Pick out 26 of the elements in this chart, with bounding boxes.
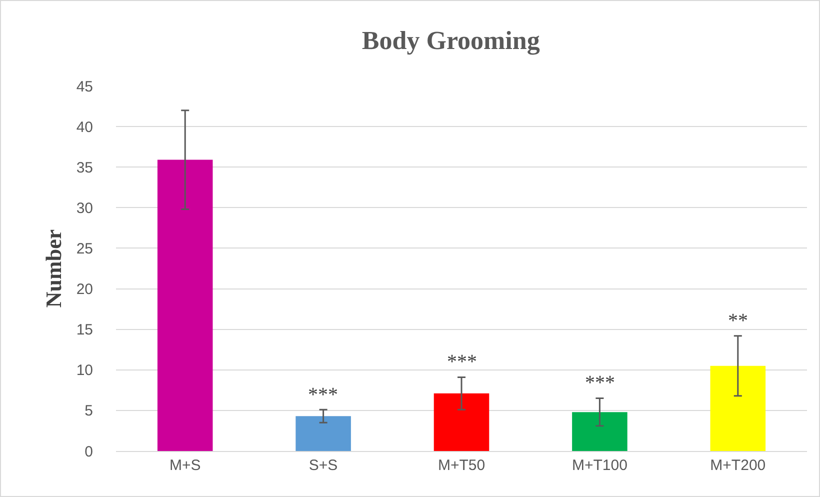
y-tick-label: 35 bbox=[76, 159, 93, 176]
x-tick-label: S+S bbox=[308, 457, 338, 474]
annotation: *** bbox=[308, 384, 338, 406]
y-tick-label: 20 bbox=[76, 281, 93, 298]
y-tick-label: 45 bbox=[76, 78, 93, 96]
y-tick-label: 15 bbox=[76, 322, 93, 339]
annotation: ** bbox=[728, 310, 748, 332]
x-tick-label: M+T50 bbox=[438, 457, 486, 474]
y-tick-label: 0 bbox=[84, 443, 93, 460]
y-tick-label: 40 bbox=[76, 118, 93, 136]
bar bbox=[434, 393, 490, 451]
y-tick-label: 10 bbox=[76, 362, 93, 380]
chart-title: Body Grooming bbox=[362, 26, 540, 55]
bar bbox=[157, 160, 213, 451]
y-tick-label: 30 bbox=[76, 200, 93, 217]
bar bbox=[710, 366, 766, 451]
bar bbox=[572, 412, 628, 451]
bar bbox=[296, 416, 351, 451]
y-axis-title: Number bbox=[41, 229, 66, 308]
x-tick-label: M+T200 bbox=[710, 457, 766, 474]
y-tick-label: 25 bbox=[76, 240, 93, 258]
x-tick-label: M+S bbox=[169, 457, 201, 474]
annotation: *** bbox=[585, 372, 615, 394]
x-tick-label: M+T100 bbox=[572, 457, 628, 474]
y-tick-label: 5 bbox=[84, 402, 93, 420]
annotation: *** bbox=[447, 351, 477, 373]
